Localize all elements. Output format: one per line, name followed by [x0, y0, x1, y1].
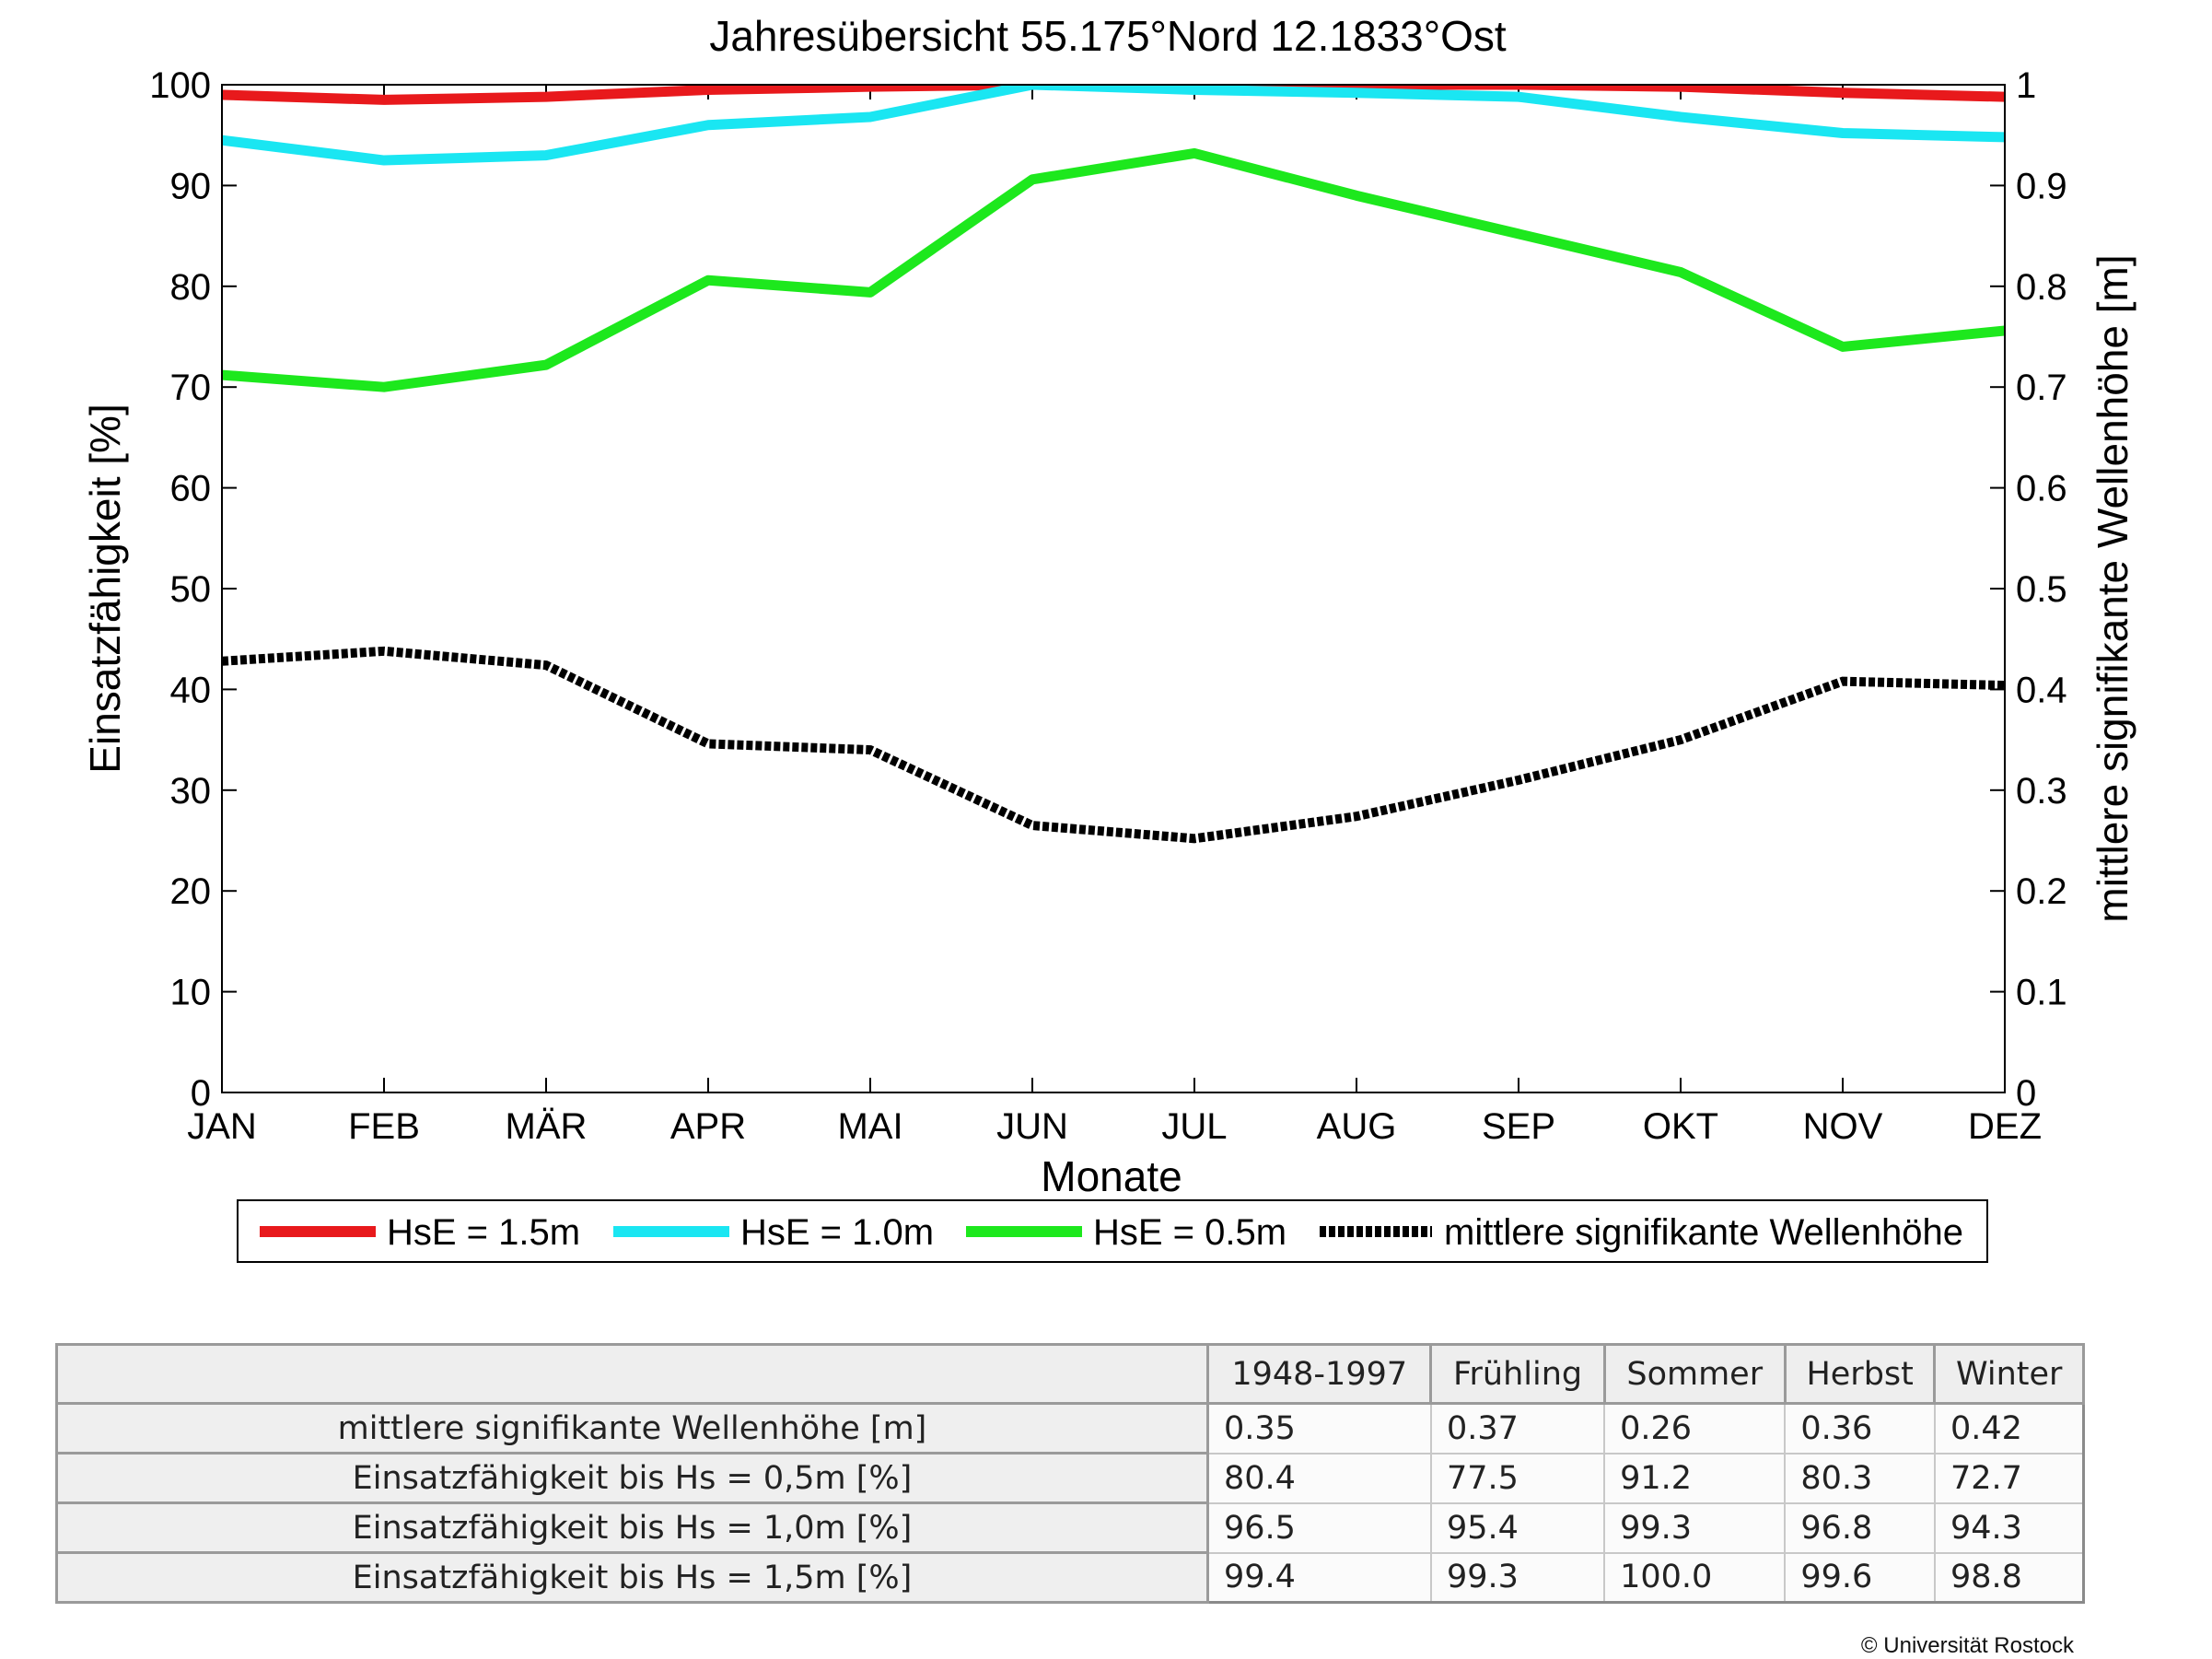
- column-header: Winter: [1933, 1343, 2085, 1405]
- series-line-mittlere-signifikante-wellenh-he: [222, 646, 2005, 844]
- table-cell: 91.2: [1603, 1452, 1787, 1504]
- table-row: Einsatzfähigkeit bis Hs = 1,0m [%] 96.5 …: [55, 1501, 2085, 1554]
- x-tick-label: OKT: [1643, 1106, 1718, 1147]
- legend-label-hse-1-5: HsE = 1.5m: [387, 1212, 580, 1253]
- legend-label-wave-height: mittlere signifikante Wellenhöhe: [1444, 1212, 1963, 1253]
- y-right-tick-label: 0.8: [2016, 267, 2067, 308]
- y-axis-title: Einsatzfähigkeit [%]: [81, 403, 129, 773]
- table-cell: 98.8: [1933, 1551, 2085, 1604]
- y-tick-label: 30: [170, 771, 212, 812]
- row-label: mittlere signifikante Wellenhöhe [m]: [55, 1402, 1209, 1455]
- table-cell: 99.6: [1784, 1551, 1936, 1604]
- table-cell: 80.3: [1784, 1452, 1936, 1504]
- table-row: Einsatzfähigkeit bis Hs = 0,5m [%] 80.4 …: [55, 1452, 2085, 1504]
- row-label: Einsatzfähigkeit bis Hs = 1,5m [%]: [55, 1551, 1209, 1604]
- series-line-hse-0-5m: [222, 147, 2005, 392]
- table-cell: 99.3: [1429, 1551, 1606, 1604]
- y-tick-label: 40: [170, 670, 212, 710]
- x-tick-label: DEZ: [1968, 1106, 2042, 1147]
- table-cell: 0.26: [1603, 1402, 1787, 1455]
- y-right-tick-label: 0.6: [2016, 469, 2067, 509]
- x-tick-label: APR: [670, 1106, 746, 1147]
- series-layer: [222, 85, 2005, 844]
- y-tick-label: 100: [149, 65, 211, 106]
- y-tick-label: 10: [170, 973, 212, 1013]
- x-tick-label: NOV: [1803, 1106, 1883, 1147]
- y-tick-label: 50: [170, 569, 212, 610]
- table-header-row: 1948-1997 Frühling Sommer Herbst Winter: [55, 1343, 2085, 1405]
- plot-frame: [221, 84, 2006, 1093]
- table-row: Einsatzfähigkeit bis Hs = 1,5m [%] 99.4 …: [55, 1551, 2085, 1604]
- series-line-hse-1-5m: [222, 85, 2005, 105]
- table-cell: 0.37: [1429, 1402, 1606, 1455]
- legend-item-hse-1-5: HsE = 1.5m: [260, 1212, 580, 1253]
- row-label: Einsatzfähigkeit bis Hs = 1,0m [%]: [55, 1501, 1209, 1554]
- y-right-tick-label: 0.4: [2016, 670, 2067, 710]
- axis-ticks: [221, 84, 2006, 1093]
- table-cell: 96.8: [1784, 1501, 1936, 1554]
- legend: HsE = 1.5m HsE = 1.0m HsE = 0.5m mittler…: [237, 1199, 1988, 1263]
- y-right-tick-label: 1: [2016, 65, 2036, 106]
- statistics-table: 1948-1997 Frühling Sommer Herbst Winter …: [55, 1343, 2085, 1604]
- y-tick-label: 60: [170, 469, 212, 509]
- y-tick-label: 90: [170, 166, 212, 206]
- table-cell: 0.36: [1784, 1402, 1936, 1455]
- y-tick-label: 0: [191, 1073, 211, 1114]
- table-cell: 99.4: [1206, 1551, 1432, 1604]
- x-tick-label: JAN: [187, 1106, 257, 1147]
- y-right-tick-label: 0.5: [2016, 569, 2067, 610]
- table-cell: 80.4: [1206, 1452, 1432, 1504]
- column-header: Frühling: [1429, 1343, 1606, 1405]
- chart-title: Jahresübersicht 55.175°Nord 12.1833°Ost: [709, 12, 1507, 60]
- x-axis-title: Monate: [1041, 1152, 1182, 1200]
- y-right-tick-label: 0.9: [2016, 166, 2067, 206]
- x-tick-label: JUL: [1161, 1106, 1227, 1147]
- x-tick-label: JUN: [996, 1106, 1068, 1147]
- y-right-tick-label: 0.3: [2016, 771, 2067, 812]
- y-right-tick-label: 0.2: [2016, 871, 2067, 912]
- tick-labels: JAN FEB MÄR APR MAI JUN JUL AUG SEP OKT NOV DEZ0102…: [149, 65, 2066, 1147]
- y-tick-label: 80: [170, 267, 212, 308]
- y-axis-right-title: mittlere signifikante Wellenhöhe [m]: [2089, 254, 2136, 922]
- x-tick-label: FEB: [348, 1106, 420, 1147]
- y-tick-label: 20: [170, 871, 212, 912]
- table-cell: 0.35: [1206, 1402, 1432, 1455]
- table-cell: 99.3: [1603, 1501, 1787, 1554]
- table-cell: 72.7: [1933, 1452, 2085, 1504]
- legend-item-hse-1-0: HsE = 1.0m: [613, 1212, 934, 1253]
- y-right-tick-label: 0: [2016, 1073, 2036, 1114]
- x-tick-label: MAI: [837, 1106, 902, 1147]
- table-cell: 77.5: [1429, 1452, 1606, 1504]
- y-tick-label: 70: [170, 368, 212, 408]
- copyright-notice: © Universität Rostock: [1860, 1633, 2074, 1658]
- table-cell: 100.0: [1603, 1551, 1787, 1604]
- table-cell: 0.42: [1933, 1402, 2085, 1455]
- y-right-tick-label: 0.1: [2016, 973, 2067, 1013]
- column-header: 1948-1997: [1205, 1343, 1433, 1405]
- column-header: Herbst: [1783, 1343, 1937, 1405]
- legend-box: [237, 1199, 1988, 1263]
- x-tick-label: MÄR: [506, 1106, 588, 1147]
- table-cell: 95.4: [1429, 1501, 1606, 1554]
- legend-label-hse-1-0: HsE = 1.0m: [740, 1212, 934, 1253]
- legend-item-wave-height: mittlere signifikante Wellenhöhe: [1320, 1212, 1963, 1253]
- series-line-hse-1-0m: [222, 85, 2005, 166]
- table-cell: 96.5: [1206, 1501, 1432, 1554]
- column-header: Sommer: [1602, 1343, 1787, 1405]
- table-corner-cell: [55, 1343, 1209, 1405]
- table-row: mittlere signifikante Wellenhöhe [m] 0.3…: [55, 1402, 2085, 1455]
- x-tick-label: AUG: [1317, 1106, 1397, 1147]
- legend-label-hse-0-5: HsE = 0.5m: [1093, 1212, 1286, 1253]
- x-tick-label: SEP: [1482, 1106, 1555, 1147]
- table-cell: 94.3: [1933, 1501, 2085, 1554]
- legend-item-hse-0-5: HsE = 0.5m: [966, 1212, 1286, 1253]
- y-right-tick-label: 0.7: [2016, 368, 2067, 408]
- row-label: Einsatzfähigkeit bis Hs = 0,5m [%]: [55, 1452, 1209, 1504]
- chart-canvas: Jahresübersicht 55.175°Nord 12.1833°Ost …: [81, 12, 2136, 1263]
